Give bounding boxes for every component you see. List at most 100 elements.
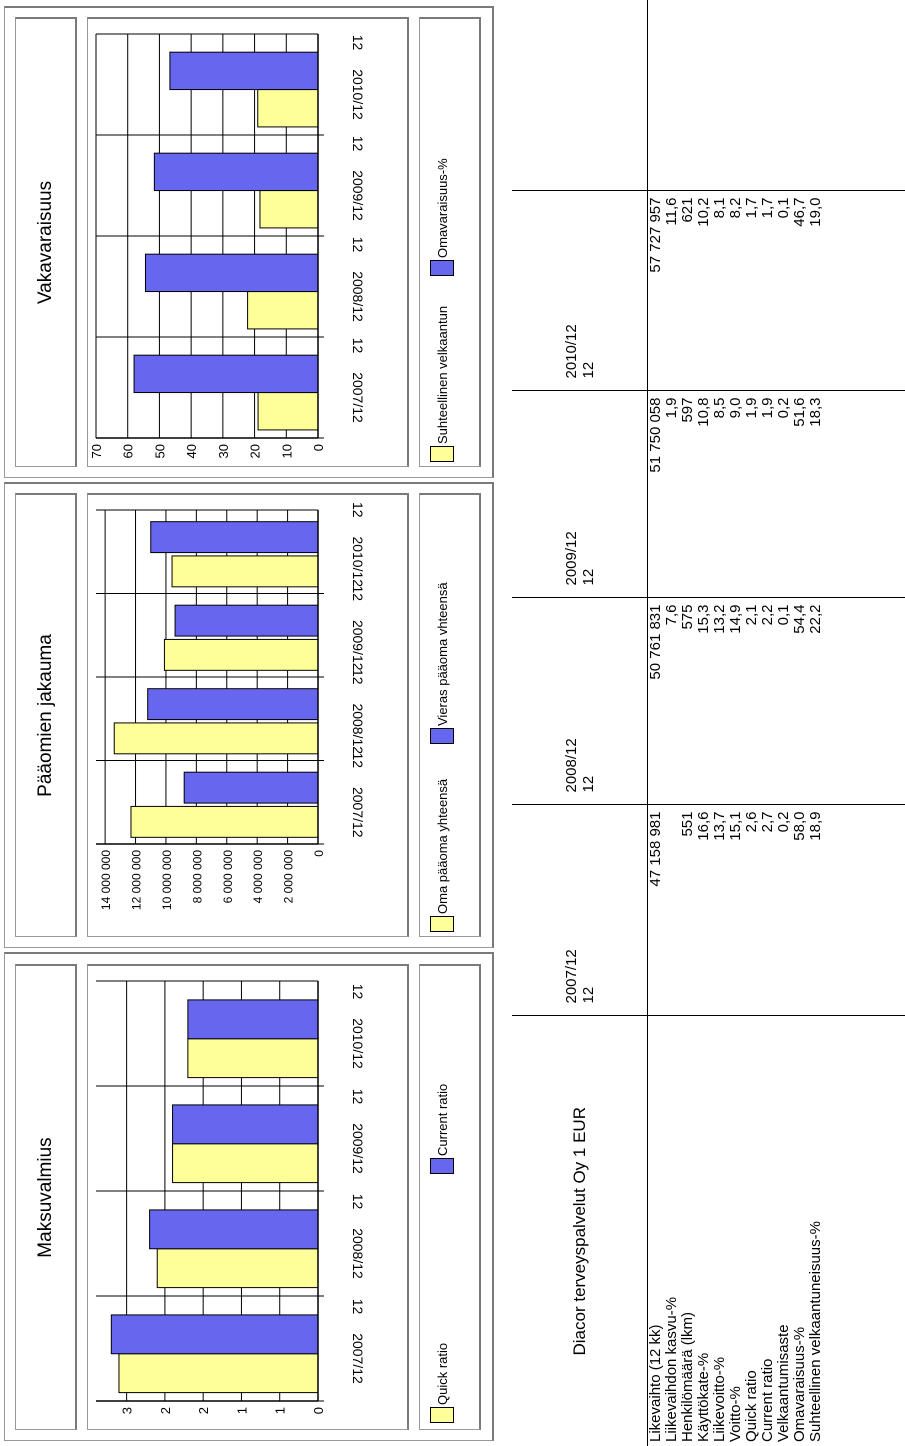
row-label: Current ratio bbox=[759, 1358, 776, 1442]
bar-blue bbox=[153, 152, 319, 192]
table-cell: 0,1 bbox=[775, 197, 792, 219]
y-tick-label: 40 bbox=[184, 444, 199, 458]
category-label: 2010/12 bbox=[350, 536, 366, 587]
year-label: 2009/12 bbox=[562, 531, 580, 586]
legend-label: Suhteellinen velkaantun bbox=[434, 305, 450, 444]
table-cell: 54,4 bbox=[791, 604, 808, 634]
legend-swatch bbox=[430, 446, 454, 462]
bar-yellow bbox=[118, 1353, 319, 1394]
legend-swatch bbox=[430, 916, 454, 932]
row-label: Voitto-% bbox=[727, 1386, 744, 1442]
legend-item-quick-ratio: Quick ratio bbox=[430, 1343, 454, 1423]
bar-yellow bbox=[171, 555, 319, 588]
chart-legend: Oma pääoma yhteensä Vieras pääoma vhteen… bbox=[419, 493, 481, 937]
months-label: 12 bbox=[579, 775, 597, 793]
legend-swatch bbox=[430, 1158, 454, 1174]
table-cell: 1,9 bbox=[663, 397, 680, 419]
table-cell: 18,9 bbox=[807, 811, 824, 841]
table-cell: 50 761 831 bbox=[647, 604, 664, 680]
empty-column bbox=[648, 0, 905, 191]
row-label: Quick ratio bbox=[743, 1370, 760, 1442]
legend-label: Quick ratio bbox=[434, 1342, 450, 1405]
category-label: 2009/12 bbox=[350, 1123, 366, 1174]
table-header-row: Diacor terveyspalvelut Oy 1 EUR 2007/12 1… bbox=[512, 0, 648, 1446]
category-label: 2008/12 bbox=[350, 271, 366, 322]
table-cell: 51,6 bbox=[791, 397, 808, 427]
bar-blue bbox=[110, 1314, 319, 1355]
row-label: Velkaantumisaste bbox=[775, 1324, 792, 1442]
table-cell: 18,3 bbox=[807, 397, 824, 427]
bar-yellow bbox=[113, 722, 319, 755]
company-name-header: Diacor terveyspalvelut Oy 1 EUR bbox=[512, 1016, 648, 1446]
category-label: 2009/12 bbox=[350, 620, 366, 671]
table-cell: 597 bbox=[679, 397, 696, 423]
chart-title-text: Vakavaraisuus bbox=[34, 180, 56, 305]
category-label-group: 2008/12 12 bbox=[350, 1194, 366, 1279]
category-sub-label: 12 bbox=[350, 1299, 366, 1315]
bar-blue bbox=[133, 354, 319, 394]
chart-panel-maksuvalmius: Maksuvalmius 0 1 1 2 2 3 2007/12 12 2008/12 12 200… bbox=[4, 952, 494, 1441]
table-cell: 47 158 981 bbox=[647, 811, 664, 887]
table-cell: 11,6 bbox=[663, 197, 680, 226]
table-cell: 15,3 bbox=[695, 604, 712, 634]
year-header: 2009/12 12 bbox=[512, 391, 648, 598]
category-label-group: 2010/12 12 bbox=[350, 35, 366, 120]
bar-blue bbox=[169, 51, 319, 91]
row-label: Suhteellinen velkaantuneisuus-% bbox=[807, 1221, 824, 1442]
category-sub-label: 12 bbox=[350, 669, 366, 685]
y-tick-label: 12 000 000 bbox=[130, 850, 144, 910]
category-sub-label: 12 bbox=[350, 237, 366, 253]
bar-yellow bbox=[247, 291, 319, 330]
year-header: 2010/12 12 bbox=[512, 191, 648, 391]
table-cell: 575 bbox=[679, 604, 696, 630]
table-cell: 22,2 bbox=[807, 604, 824, 634]
year-label: 2007/12 bbox=[562, 949, 580, 1004]
y-tick-label: 60 bbox=[121, 444, 136, 458]
y-tick-label: 20 bbox=[248, 444, 263, 458]
table-cell: 10,2 bbox=[695, 197, 712, 227]
row-label: Omavaraisuus-% bbox=[791, 1326, 808, 1442]
row-label: Käyttökate-% bbox=[695, 1352, 712, 1442]
chart-title: Vakavaraisuus bbox=[15, 17, 77, 467]
months-label: 12 bbox=[579, 568, 597, 586]
bar-blue bbox=[172, 1104, 319, 1145]
table-cell: 58,0 bbox=[791, 811, 808, 841]
year-label: 2008/12 bbox=[562, 738, 580, 793]
table-cell: 51 750 058 bbox=[647, 397, 664, 473]
legend-swatch bbox=[430, 1407, 454, 1423]
category-label: 2007/12 bbox=[350, 787, 366, 838]
legend-label: Current ratio bbox=[434, 1083, 450, 1156]
row-label: Liikevoitto-% bbox=[711, 1356, 728, 1442]
table-cell: 551 bbox=[679, 811, 696, 837]
table-cell: 2,2 bbox=[759, 604, 776, 626]
months-label: 12 bbox=[579, 361, 597, 379]
category-sub-label: 12 bbox=[350, 752, 366, 768]
category-label-group: 2009/12 12 bbox=[350, 1089, 366, 1174]
y-tick-label: 10 000 000 bbox=[160, 850, 174, 910]
y-tick-label: 2 bbox=[158, 1407, 173, 1414]
year-label: 2010/12 bbox=[562, 324, 580, 379]
chart-legend: Suhteellinen velkaantun Omavaraisuus-% bbox=[419, 17, 481, 467]
table-cell: 14,9 bbox=[727, 604, 744, 634]
bar-yellow bbox=[257, 392, 319, 431]
y-tick-label: 70 bbox=[89, 444, 104, 458]
y-tick-label: 0 bbox=[311, 1407, 326, 1414]
category-label-group: 2009/12 12 bbox=[350, 585, 366, 670]
year-header: 2008/12 12 bbox=[512, 598, 648, 805]
legend-label: Oma pääoma yhteensä bbox=[434, 778, 450, 914]
category-label: 2010/12 bbox=[350, 69, 366, 120]
bar-yellow bbox=[163, 638, 319, 671]
row-label: Henkilömäärä (lkm) bbox=[679, 1311, 696, 1442]
category-label-group: 2008/12 12 bbox=[350, 669, 366, 754]
category-sub-label: 12 bbox=[350, 1194, 366, 1210]
legend-item-oma-paaoma: Oma pääoma yhteensä bbox=[430, 779, 454, 932]
category-label: 2007/12 bbox=[350, 372, 366, 423]
empty-header bbox=[512, 0, 648, 191]
months-label: 12 bbox=[579, 986, 597, 1004]
table-cell: 7,6 bbox=[663, 604, 680, 626]
y-tick-label: 30 bbox=[216, 444, 231, 458]
y-tick-label: 2 bbox=[196, 1407, 211, 1414]
row-label: Likevaihto (12 kk) bbox=[647, 1324, 664, 1442]
table-cell: 8,2 bbox=[727, 197, 744, 219]
